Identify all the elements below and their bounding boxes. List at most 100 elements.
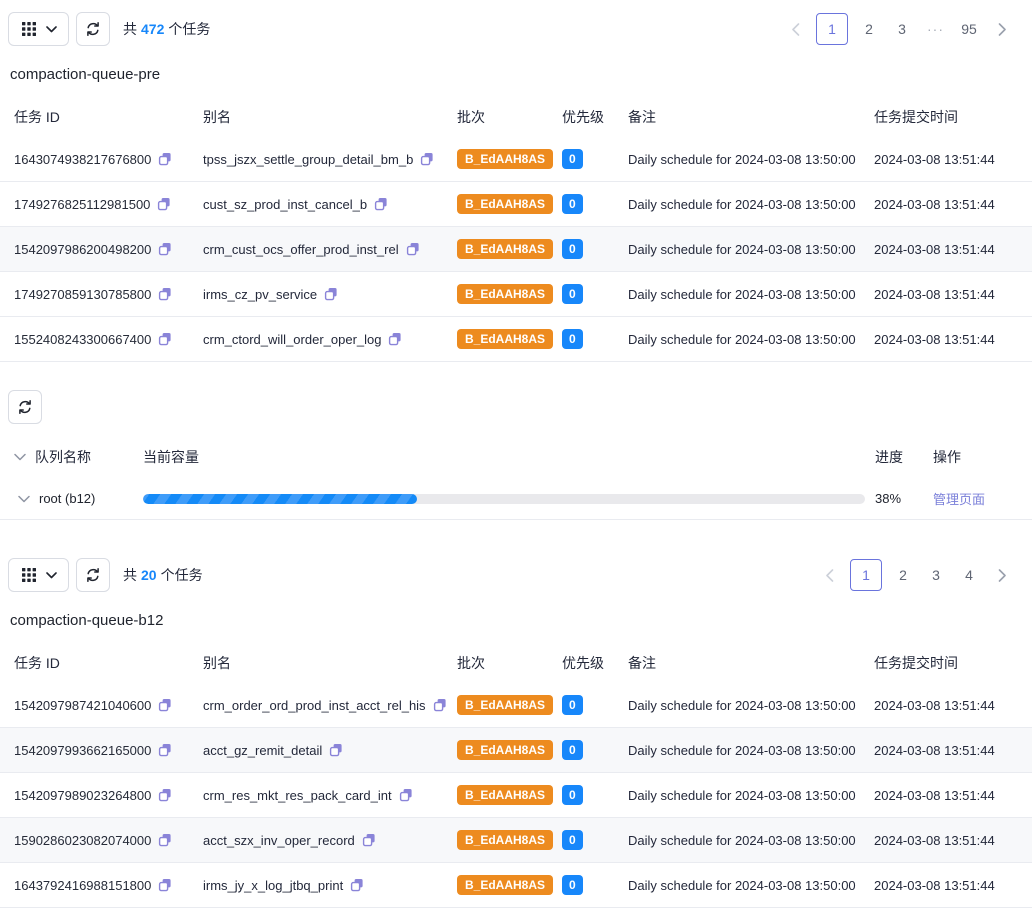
- toolbar-bottom: 共 20 个任务 1 2 3 4: [0, 546, 1032, 604]
- copy-icon[interactable]: [158, 743, 172, 757]
- table-header-row: 任务 ID 别名 批次 优先级 备注 任务提交时间: [0, 97, 1032, 137]
- copy-icon[interactable]: [329, 743, 343, 757]
- copy-icon[interactable]: [158, 152, 172, 166]
- copy-icon[interactable]: [158, 878, 172, 892]
- copy-icon[interactable]: [158, 332, 172, 346]
- copy-icon[interactable]: [362, 833, 376, 847]
- copy-icon[interactable]: [158, 242, 172, 256]
- column-settings-button[interactable]: [8, 558, 69, 592]
- task-submit-time: 2024-03-08 13:51:44: [874, 331, 995, 347]
- task-alias: acct_szx_inv_oper_record: [203, 832, 355, 848]
- task-alias: irms_jy_x_log_jtbq_print: [203, 877, 344, 893]
- pagination-page-4[interactable]: 4: [965, 567, 973, 583]
- copy-icon[interactable]: [374, 197, 388, 211]
- task-alias: crm_ctord_will_order_oper_log: [203, 331, 382, 347]
- copy-icon[interactable]: [399, 788, 413, 802]
- task-alias: cust_sz_prod_inst_cancel_b: [203, 196, 368, 212]
- pagination-page-2[interactable]: 2: [865, 21, 873, 37]
- collapse-chevron-icon[interactable]: [18, 495, 30, 503]
- header-action: 操作: [933, 449, 961, 465]
- task-id: 1749276825112981500: [14, 196, 151, 212]
- pagination-page-95[interactable]: 95: [961, 21, 977, 37]
- task-count: 共 20 个任务: [123, 567, 203, 583]
- grid-icon: [21, 567, 37, 583]
- table-row: 1590286023082074000 acct_szx_inv_oper_re…: [0, 818, 1032, 863]
- copy-icon[interactable]: [158, 698, 172, 712]
- batch-badge: B_EdAAH8AS: [457, 875, 554, 895]
- table-row: 1749270859130785800 irms_cz_pv_service B…: [0, 272, 1032, 317]
- header-batch: 批次: [457, 109, 485, 125]
- copy-icon[interactable]: [158, 833, 172, 847]
- task-id: 1542097989023264800: [14, 787, 152, 803]
- copy-icon[interactable]: [433, 698, 447, 712]
- priority-badge: 0: [562, 284, 583, 304]
- queue-refresh-button[interactable]: [8, 390, 42, 424]
- section-title-b12: compaction-queue-b12: [10, 612, 164, 629]
- header-task-id: 任务 ID: [14, 655, 60, 671]
- header-submit-time: 任务提交时间: [874, 655, 958, 671]
- pagination-next-icon[interactable]: [990, 13, 1014, 45]
- table-header-row: 任务 ID 别名 批次 优先级 备注 任务提交时间: [0, 643, 1032, 683]
- pagination-page-3[interactable]: 3: [898, 21, 906, 37]
- copy-icon[interactable]: [388, 332, 402, 346]
- pagination-page-1[interactable]: 1: [816, 13, 848, 45]
- task-alias: crm_cust_ocs_offer_prod_inst_rel: [203, 241, 399, 257]
- pagination-page-2[interactable]: 2: [899, 567, 907, 583]
- batch-badge: B_EdAAH8AS: [457, 740, 554, 760]
- header-progress: 进度: [875, 449, 903, 465]
- task-id: 1643074938217676800: [14, 151, 152, 167]
- pagination-page-3[interactable]: 3: [932, 567, 940, 583]
- pagination-next-icon[interactable]: [990, 559, 1014, 591]
- pagination-ellipsis[interactable]: ···: [927, 21, 944, 37]
- manage-page-link[interactable]: 管理页面: [933, 492, 986, 507]
- chevron-down-icon: [45, 25, 57, 33]
- copy-icon[interactable]: [324, 287, 338, 301]
- task-id: 1590286023082074000: [14, 832, 152, 848]
- collapse-chevron-icon[interactable]: [14, 453, 26, 461]
- task-id: 1749270859130785800: [14, 286, 152, 302]
- header-priority: 优先级: [562, 109, 604, 125]
- task-alias: crm_res_mkt_res_pack_card_int: [203, 787, 392, 803]
- table-row: 1749276825112981500 cust_sz_prod_inst_ca…: [0, 182, 1032, 227]
- priority-badge: 0: [562, 830, 583, 850]
- pagination-page-1[interactable]: 1: [850, 559, 882, 591]
- task-remark: Daily schedule for 2024-03-08 13:50:00: [628, 787, 856, 803]
- task-submit-time: 2024-03-08 13:51:44: [874, 241, 995, 257]
- column-settings-button[interactable]: [8, 12, 69, 46]
- task-remark: Daily schedule for 2024-03-08 13:50:00: [628, 286, 856, 302]
- copy-icon[interactable]: [158, 287, 172, 301]
- header-priority: 优先级: [562, 655, 604, 671]
- header-remark: 备注: [628, 655, 656, 671]
- copy-icon[interactable]: [158, 788, 172, 802]
- pagination-prev-icon[interactable]: [817, 559, 841, 591]
- priority-badge: 0: [562, 149, 583, 169]
- task-remark: Daily schedule for 2024-03-08 13:50:00: [628, 196, 856, 212]
- task-submit-time: 2024-03-08 13:51:44: [874, 151, 995, 167]
- table-row: 1542097986200498200 crm_cust_ocs_offer_p…: [0, 227, 1032, 272]
- refresh-button[interactable]: [76, 12, 110, 46]
- task-remark: Daily schedule for 2024-03-08 13:50:00: [628, 331, 856, 347]
- refresh-button[interactable]: [76, 558, 110, 592]
- task-submit-time: 2024-03-08 13:51:44: [874, 286, 995, 302]
- copy-icon[interactable]: [406, 242, 420, 256]
- refresh-icon: [85, 567, 101, 583]
- chevron-down-icon: [45, 571, 57, 579]
- header-submit-time: 任务提交时间: [874, 109, 958, 125]
- task-id: 1643792416988151800: [14, 877, 152, 893]
- pagination-prev-icon[interactable]: [783, 13, 807, 45]
- toolbar-top: 共 472 个任务 1 2 3 ··· 95: [0, 0, 1032, 58]
- task-alias: crm_order_ord_prod_inst_acct_rel_his: [203, 697, 426, 713]
- task-id: 1542097993662165000: [14, 742, 152, 758]
- pagination-bottom: 1 2 3 4: [817, 559, 1014, 591]
- batch-badge: B_EdAAH8AS: [457, 149, 554, 169]
- table-row: 1643074938217676800 tpss_jszx_settle_gro…: [0, 137, 1032, 182]
- task-remark: Daily schedule for 2024-03-08 13:50:00: [628, 742, 856, 758]
- section-title-pre: compaction-queue-pre: [10, 66, 161, 83]
- copy-icon[interactable]: [420, 152, 434, 166]
- grid-icon: [21, 21, 37, 37]
- queue-header-row: 队列名称 当前容量 进度 操作: [0, 436, 1032, 478]
- copy-icon[interactable]: [350, 878, 364, 892]
- copy-icon[interactable]: [157, 197, 171, 211]
- refresh-icon: [85, 21, 101, 37]
